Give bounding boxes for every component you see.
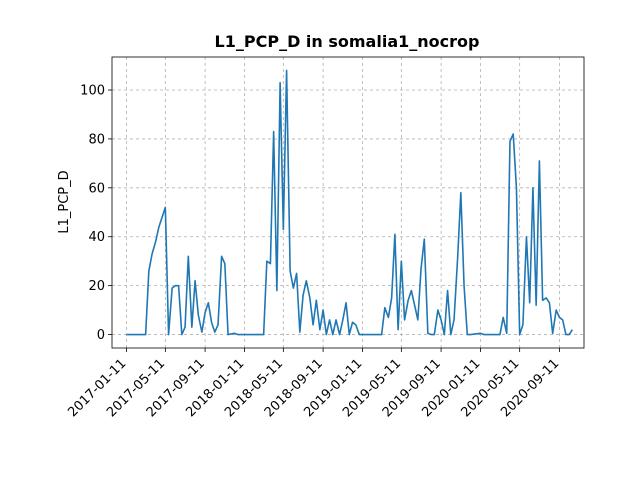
series-line xyxy=(126,69,574,336)
y-tick-label: 40 xyxy=(88,230,105,245)
y-tick-label: 60 xyxy=(88,181,105,196)
y-tick-label: 20 xyxy=(88,279,105,294)
plot-area-frame xyxy=(111,56,585,349)
y-tick-label: 0 xyxy=(97,328,105,343)
grid xyxy=(112,57,584,348)
y-tick-label: 80 xyxy=(88,132,105,147)
chart-title: L1_PCP_D in somalia1_nocrop xyxy=(215,32,480,51)
y-axis: 0 20 40 60 80 100 xyxy=(80,84,112,343)
series-layer xyxy=(126,69,574,336)
y-axis-label: L1_PCP_D xyxy=(57,170,72,233)
x-axis: 2017-01-112017-05-112017-09-112018-01-11… xyxy=(65,348,562,420)
y-tick-label: 100 xyxy=(80,84,105,99)
